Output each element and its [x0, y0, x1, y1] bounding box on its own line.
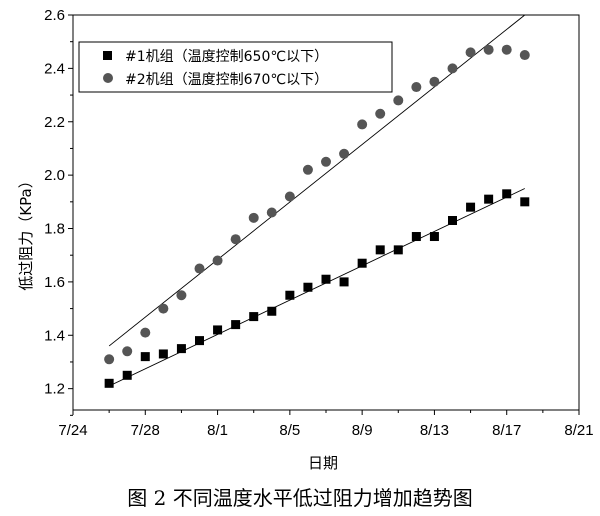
data-point-series-2	[302, 164, 313, 175]
data-point-series-2	[357, 119, 368, 130]
data-point-series-1	[140, 352, 150, 362]
data-point-series-2	[140, 327, 151, 338]
y-tick-label: 2.0	[44, 167, 65, 184]
data-point-series-1	[285, 290, 295, 300]
y-axis-title: 低过阻力（KPa）	[17, 173, 35, 290]
data-point-series-2	[393, 95, 404, 106]
data-point-series-2	[321, 156, 331, 167]
data-point-series-1	[393, 245, 403, 255]
data-point-series-2	[483, 44, 494, 55]
data-point-series-2	[519, 50, 530, 61]
legend-marker-series-1	[103, 51, 112, 60]
data-point-series-1	[158, 349, 168, 359]
legend-label-series-1: #1机组（温度控制650℃以下）	[125, 49, 328, 65]
data-point-series-1	[303, 282, 313, 292]
y-tick-label: 2.2	[44, 114, 65, 131]
data-point-series-1	[484, 194, 494, 204]
data-point-series-1	[502, 189, 512, 199]
data-point-series-2	[194, 263, 205, 274]
data-point-series-1	[122, 370, 132, 380]
data-point-series-1	[195, 336, 204, 346]
data-point-series-1	[213, 325, 223, 335]
data-markers	[104, 14, 530, 388]
data-point-series-2	[375, 108, 386, 119]
x-axis-title: 日期	[308, 454, 338, 472]
legend-marker-series-2	[103, 73, 113, 83]
x-axis-ticks: 7/24 7/28 8/1 8/5 8/9 8/13 8/17 8/21	[58, 410, 594, 439]
data-point-series-2	[176, 290, 187, 301]
x-tick-label: 8/1	[207, 422, 228, 439]
x-tick-label: 8/21	[564, 422, 593, 439]
data-point-series-2	[429, 76, 440, 87]
data-point-series-1	[357, 258, 367, 268]
y-tick-label: 1.2	[44, 381, 65, 398]
data-point-series-1	[321, 274, 331, 284]
data-point-series-1	[520, 197, 530, 207]
data-point-series-2	[104, 354, 115, 365]
y-tick-label: 1.6	[44, 274, 65, 291]
data-point-series-1	[176, 344, 186, 354]
data-point-series-2	[212, 255, 223, 266]
y-tick-label: 2.4	[44, 60, 65, 77]
figure-caption: 图 2 不同温度水平低过阻力增加趋势图	[127, 486, 473, 510]
x-tick-label: 8/17	[492, 422, 521, 439]
data-point-series-1	[104, 378, 114, 388]
data-point-series-1	[339, 277, 349, 287]
data-point-series-2	[122, 346, 133, 357]
data-point-series-1	[267, 306, 277, 316]
data-point-series-1	[411, 232, 421, 242]
data-point-series-2	[266, 207, 277, 218]
y-tick-label: 1.8	[44, 221, 65, 238]
data-point-series-2	[501, 44, 512, 55]
legend: #1机组（温度控制650℃以下） #2机组（温度控制670℃以下）	[78, 41, 393, 93]
data-point-series-1	[375, 245, 385, 255]
data-point-series-1	[429, 232, 439, 242]
data-point-series-2	[411, 82, 422, 93]
data-point-series-2	[284, 191, 295, 202]
trend-line-series-1	[108, 188, 525, 387]
data-point-series-1	[448, 216, 457, 226]
scatter-chart: 7/24 7/28 8/1 8/5 8/9 8/13 8/17 8/21 1.21.41.61…	[17, 7, 594, 472]
data-point-series-1	[249, 312, 259, 322]
x-tick-label: 8/5	[279, 422, 300, 439]
y-tick-label: 1.4	[44, 327, 65, 344]
y-axis-ticks: 1.2 1.4 1.6 1.8 2.0 2.2 2.4 2.6	[44, 7, 73, 416]
y-tick-label: 2.6	[44, 7, 65, 24]
data-point-series-2	[158, 303, 169, 314]
data-point-series-2	[248, 212, 259, 223]
legend-label-series-2: #2机组（温度控制670℃以下）	[125, 72, 328, 88]
data-point-series-2	[339, 148, 350, 159]
x-tick-label: 8/9	[352, 422, 373, 439]
data-point-series-2	[230, 234, 241, 245]
data-point-series-1	[466, 202, 476, 212]
data-point-series-2	[465, 47, 476, 58]
x-tick-label: 7/24	[58, 422, 87, 439]
x-tick-label: 8/13	[420, 422, 449, 439]
x-tick-label: 7/28	[131, 422, 160, 439]
data-point-series-1	[231, 320, 241, 330]
data-point-series-2	[447, 63, 458, 74]
legend-box	[78, 41, 393, 93]
